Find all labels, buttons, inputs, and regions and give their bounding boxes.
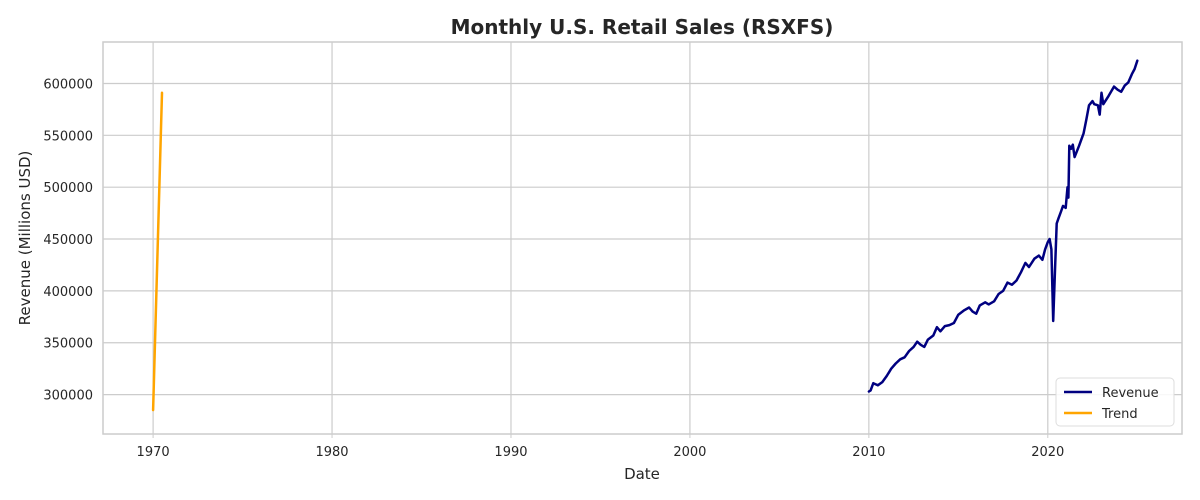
y-tick-label: 600000: [43, 77, 93, 92]
y-tick-label: 400000: [43, 285, 93, 300]
x-tick-label: 1970: [137, 445, 170, 460]
y-axis-label: Revenue (Millions USD): [16, 151, 34, 326]
y-tick-label: 500000: [43, 181, 93, 196]
legend-label-revenue: Revenue: [1102, 386, 1159, 401]
x-tick-label: 1990: [494, 445, 527, 460]
y-tick-label: 450000: [43, 233, 93, 248]
y-tick-label: 550000: [43, 129, 93, 144]
y-tick-label: 350000: [43, 337, 93, 352]
tick-labels: 1970 1980 1990 2000 2010 2020 300000 350000 4000…: [43, 77, 1064, 460]
series-line-revenue: [867, 59, 1139, 393]
x-tick-label: 2020: [1031, 445, 1064, 460]
x-axis-label: Date: [624, 465, 660, 483]
grid-lines: [103, 42, 1182, 434]
plot-frame: [102, 41, 1183, 435]
plot-border: [102, 41, 1183, 435]
y-tick-label: 300000: [43, 389, 93, 404]
chart-title: Monthly U.S. Retail Sales (RSXFS): [451, 15, 834, 39]
series-line-trend: [151, 91, 164, 412]
legend-label-trend: Trend: [1101, 407, 1138, 422]
x-tick-label: 1980: [315, 445, 348, 460]
x-tick-label: 2000: [673, 445, 706, 460]
legend: Revenue Trend: [1055, 377, 1175, 427]
x-tick-label: 2010: [852, 445, 885, 460]
series-lines: [151, 59, 1139, 412]
